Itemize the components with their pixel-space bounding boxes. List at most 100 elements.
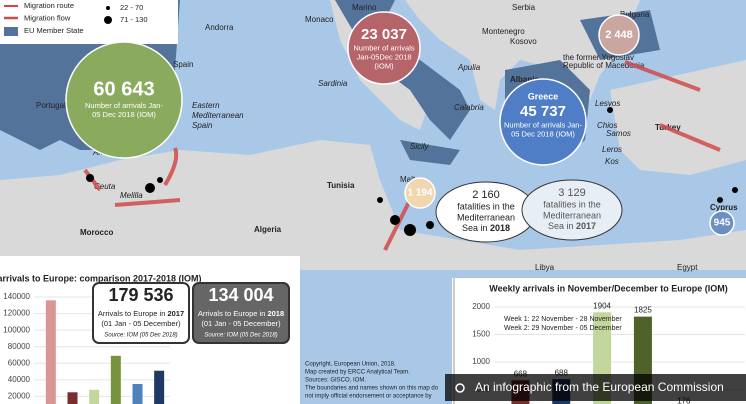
place-label: Mediterranean	[192, 111, 244, 120]
place-label: Lesvos	[595, 99, 620, 108]
place-label: Serbia	[512, 3, 536, 12]
total-prefix: Arrivals to Europe in	[98, 309, 168, 318]
bubble-caption: (IOM)	[374, 61, 394, 70]
place-label: Libya	[535, 263, 555, 272]
caption-bg	[445, 374, 746, 401]
legend-dot	[104, 16, 112, 24]
bar	[132, 384, 143, 404]
place-label: Albania	[510, 75, 539, 84]
fatalities-text: fatalities in the	[457, 201, 515, 211]
migration-flow	[659, 123, 721, 152]
legend-label: Migration flow	[24, 13, 71, 22]
place-label: Egypt	[677, 263, 698, 272]
place-label: Calabria	[454, 103, 484, 112]
place-label: Kosovo	[510, 37, 537, 46]
legend-label: EU Member State	[24, 26, 84, 35]
caption: An infographic from the European Commiss…	[475, 380, 724, 394]
legend-size: 71 - 130	[120, 15, 148, 24]
place-label: Malta	[400, 175, 420, 184]
place-label: Apulia	[457, 63, 481, 72]
y-tick-label: 2000	[472, 302, 490, 311]
place-label: Cyprus	[710, 203, 738, 212]
arrivals-bubble	[404, 177, 436, 209]
total-period: (01 Jan - 05 December)	[201, 319, 281, 328]
bubble-caption: 05 Dec 2018 (IOM)	[511, 129, 575, 138]
total-source: Source: IOM (05 Dec 2018)	[204, 333, 277, 339]
place-label: Sardinia	[318, 79, 348, 88]
y-tick-label: 1500	[472, 330, 490, 339]
place-label: Chios	[597, 121, 617, 130]
fatalities-year: 2018	[490, 223, 510, 233]
fatalities-text: Mediterranean	[457, 212, 515, 222]
migration-flow	[114, 198, 181, 207]
total-year: 2018	[267, 309, 284, 318]
copyright: Sources: GISCO, IOM.	[305, 378, 366, 384]
arrival-dot	[390, 215, 400, 225]
bubble-name: Greece	[528, 91, 559, 101]
land-africa	[0, 140, 746, 270]
fatalities-text: Mediterranean	[543, 210, 601, 220]
data-label: 668	[514, 369, 528, 378]
camera-icon	[455, 383, 465, 393]
migration-flow	[624, 60, 701, 92]
arrivals-bubble	[65, 41, 183, 159]
arrival-dot	[404, 224, 416, 236]
place-label: Eastern	[192, 101, 220, 110]
total-box	[192, 282, 290, 344]
y-tick-label: 60000	[8, 358, 31, 367]
arrival-dot	[607, 107, 613, 113]
bar	[154, 370, 165, 404]
place-label: Morocco	[80, 228, 113, 237]
place-label: Ceuta	[94, 182, 116, 191]
y-tick-label: 80000	[8, 342, 31, 351]
total-prefix: Arrivals to Europe in	[198, 309, 268, 318]
place-label: Spain	[192, 121, 213, 130]
place-label: Montenegro	[482, 27, 525, 36]
arrival-dot	[86, 174, 94, 182]
legend-swatch	[4, 27, 18, 36]
y-tick-label: 1000	[472, 357, 490, 366]
total-text: Arrivals to Europe in 2018	[198, 309, 284, 318]
fatalities-text: Sea in 2017	[548, 221, 596, 231]
data-label: 688	[555, 368, 569, 377]
place-label: Melilla	[120, 191, 143, 200]
y-tick-label: 40000	[8, 375, 31, 384]
fatalities-oval	[521, 179, 623, 241]
arrival-dot	[145, 183, 155, 193]
arrival-dot	[426, 221, 434, 229]
total-value: 134 004	[208, 285, 273, 305]
place-label: Bulgaria	[620, 10, 650, 19]
data-label: 1825	[634, 306, 652, 315]
chart-title: Weekly arrivals in November/December to …	[489, 283, 727, 293]
fatalities-text: fatalities in the	[543, 199, 601, 209]
arrivals-bubble	[347, 11, 421, 85]
chart-title: Yearly arrivals to Europe: comparison 20…	[0, 273, 202, 283]
y-tick-label: 100000	[3, 325, 30, 334]
place-label: Portugal	[36, 101, 66, 110]
total-period: (01 Jan - 05 December)	[101, 319, 181, 328]
place-label: Andorra	[205, 23, 234, 32]
place-label: Algeria	[254, 225, 282, 234]
total-source: Source: IOM (05 Dec 2018)	[104, 333, 177, 339]
total-value: 179 536	[108, 285, 173, 305]
migration-flow	[163, 147, 179, 187]
place-label: Leros	[602, 145, 622, 154]
bar	[45, 300, 56, 404]
fatalities-text: Sea in 2018	[462, 223, 510, 233]
y-tick-label: 20000	[8, 392, 31, 401]
place-label: Samos	[606, 129, 631, 138]
fatalities-value: 2 160	[472, 189, 500, 201]
y-tick-label: 140000	[3, 292, 30, 301]
bubble-value: 60 643	[93, 78, 154, 100]
sicily	[400, 140, 460, 165]
fatalities-year: 2017	[576, 221, 596, 231]
fatalities-value: 3 129	[558, 187, 586, 199]
place-label: Spain	[173, 60, 193, 69]
bubble-value: 2 448	[605, 29, 633, 41]
chart-note: Week 1: 22 November - 28 November	[504, 316, 622, 323]
arrival-dot	[732, 187, 738, 193]
copyright: Copyright, European Union, 2018.	[305, 362, 396, 368]
copyright: Map created by ERCC Analytical Team.	[305, 370, 410, 376]
place-label: Marino	[352, 3, 377, 12]
bubble-value: 23 037	[361, 26, 407, 43]
